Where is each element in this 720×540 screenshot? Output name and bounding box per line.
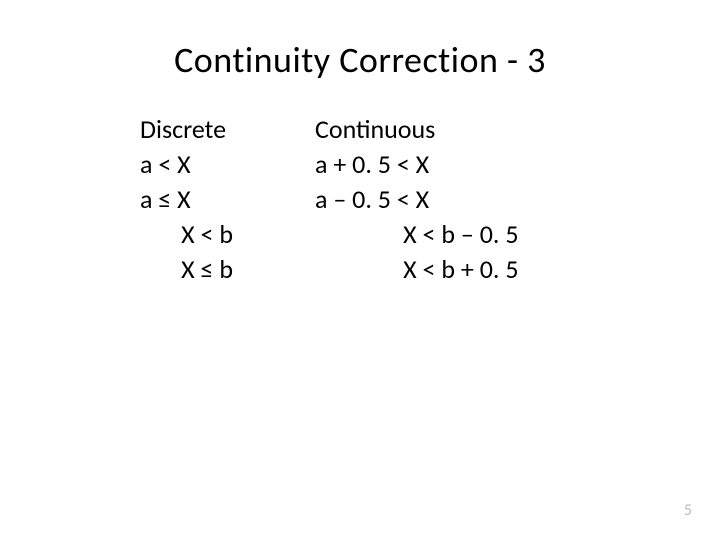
- cell-discrete: X < b: [140, 217, 315, 252]
- header-continuous: Continuous: [315, 112, 435, 147]
- table-row: a ≤ X a – 0. 5 < X: [140, 182, 720, 217]
- cell-continuous: X < b – 0. 5: [315, 217, 519, 252]
- cell-discrete: a < X: [140, 147, 315, 182]
- header-row: Discrete Continuous: [140, 112, 720, 147]
- cell-discrete: a ≤ X: [140, 182, 315, 217]
- header-discrete: Discrete: [140, 112, 315, 147]
- page-number: 5: [684, 501, 692, 520]
- cell-continuous: a – 0. 5 < X: [315, 182, 429, 217]
- content-body: Discrete Continuous a < X a + 0. 5 < X a…: [0, 102, 720, 287]
- cell-continuous: X < b + 0. 5: [315, 252, 519, 287]
- page-title: Continuity Correction - 3: [0, 0, 720, 102]
- cell-discrete: X ≤ b: [140, 252, 315, 287]
- cell-continuous: a + 0. 5 < X: [315, 147, 429, 182]
- table-row: a < X a + 0. 5 < X: [140, 147, 720, 182]
- table-row: X ≤ b X < b + 0. 5: [140, 252, 720, 287]
- table-row: X < b X < b – 0. 5: [140, 217, 720, 252]
